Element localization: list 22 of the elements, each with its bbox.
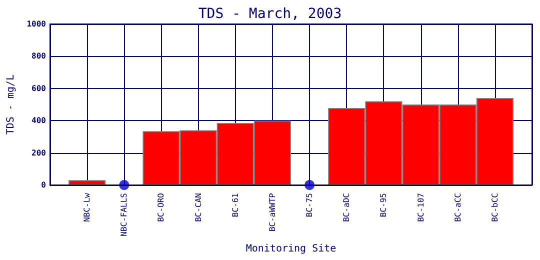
- chart-title: TDS - March, 2003: [198, 6, 342, 22]
- x-tick-label: NBC-FALLS: [120, 192, 129, 236]
- y-axis-title: TDS - mg/L: [5, 74, 16, 135]
- x-tick-label: BC-bCC: [490, 192, 500, 222]
- x-tick-label: BC-aDC: [342, 192, 352, 222]
- x-axis-title: Monitoring Site: [246, 244, 336, 255]
- x-tick-label: NBC-Lw: [82, 192, 92, 222]
- y-tick-label: 600: [32, 84, 46, 93]
- x-tick-label: BC-CAN: [194, 192, 203, 222]
- x-tick-label: BC-95: [379, 192, 388, 218]
- x-tick-label: BC-aCC: [453, 192, 462, 222]
- y-tick-label: 200: [32, 148, 46, 158]
- bar: [68, 180, 106, 185]
- x-tick-label: BC-75: [305, 192, 314, 218]
- y-tick-label: 800: [32, 52, 46, 61]
- x-tick-label: BC-aWWTP: [268, 192, 277, 232]
- x-tick-label: BC-61: [230, 192, 240, 218]
- y-tick-label: 0: [41, 180, 46, 190]
- x-tick-label: BC-107: [416, 192, 426, 222]
- y-tick-label: 400: [32, 116, 46, 126]
- x-tick-label: BC-ORO: [156, 192, 166, 222]
- y-tick-label: 1000: [26, 20, 46, 28]
